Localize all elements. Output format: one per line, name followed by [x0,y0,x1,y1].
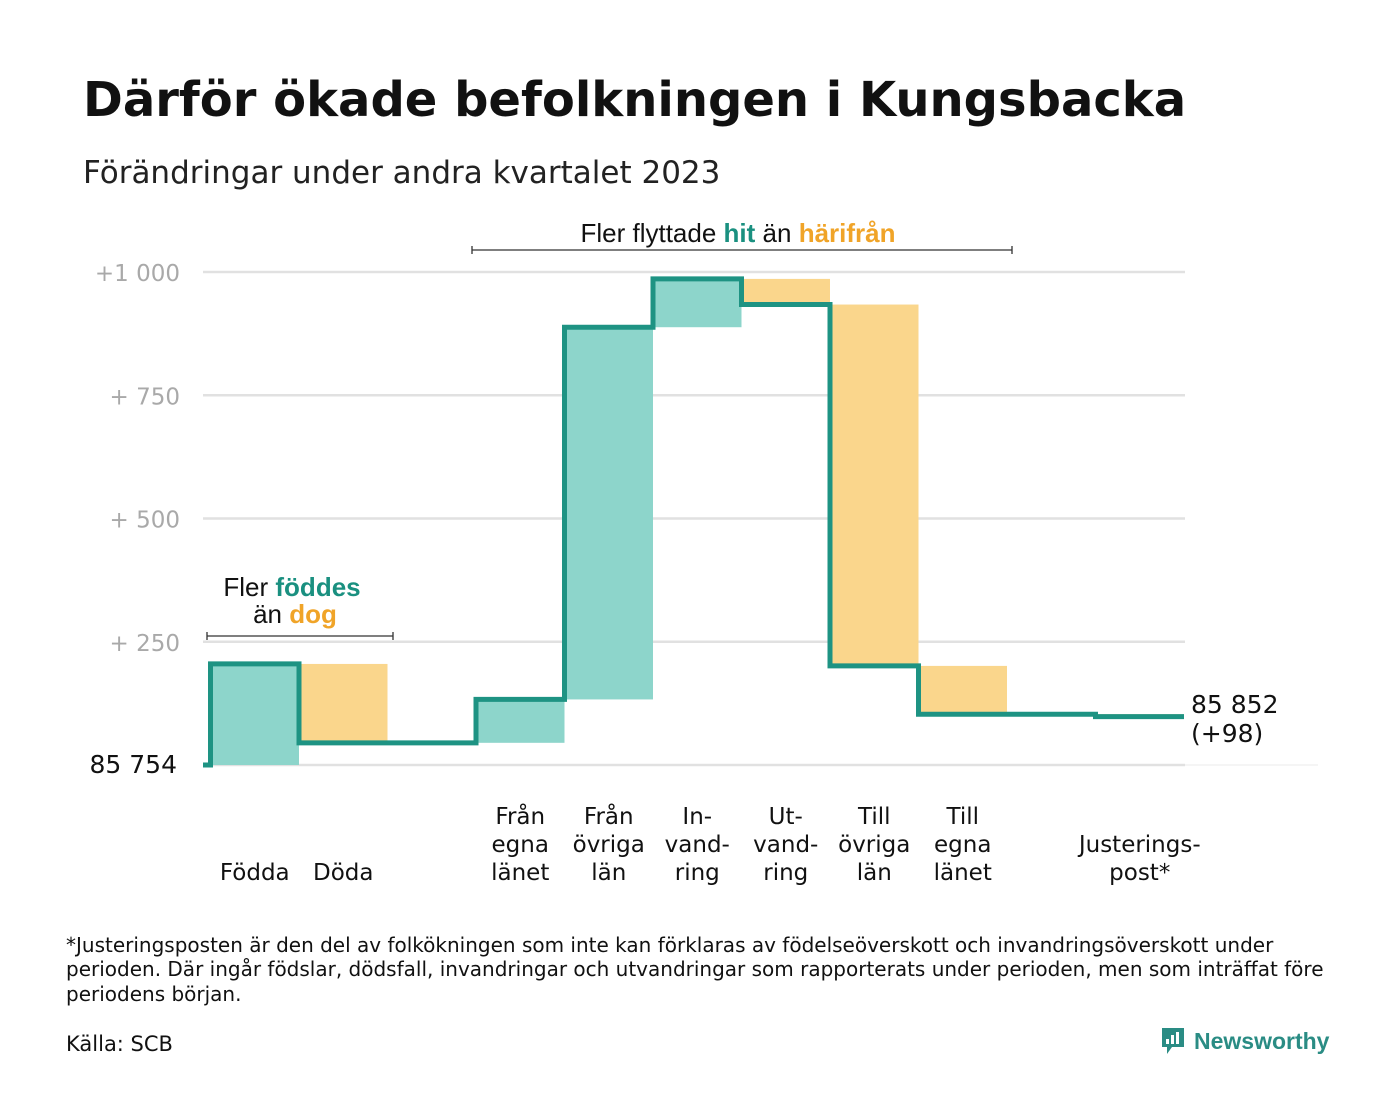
bar-ut-vandring [741,278,830,305]
births-annotation-teal: föddes [275,572,360,602]
y-tick-label: + 250 [110,631,180,657]
births-annotation-line2: än dog [253,599,337,629]
migration-annotation-teal: hit [724,218,756,248]
start-value-label: 85 754 [90,750,177,779]
y-axis-tick-labels: +1 000 + 750 + 500 + 250 [95,261,180,657]
births-annotation-prefix: Fler [223,572,268,602]
category-label: egna [934,832,991,858]
bar-från-egna-länet [476,699,565,743]
migration-annotation-middle: än [763,218,792,248]
category-label: Från [495,802,545,830]
bar-födda [210,663,299,765]
births-annotation-orange: dog [289,599,337,629]
category-label: vand- [665,832,730,858]
births-bracket [206,632,394,640]
category-label: län [591,860,626,886]
y-tick-label: + 750 [110,384,180,410]
migration-annotation-prefix: Fler flyttade [580,218,716,248]
category-label: Ut- [769,804,803,830]
migration-annotation-orange: härifrån [799,218,896,248]
category-label: In- [682,804,712,830]
bar-till-egna-länet [918,665,1007,715]
newsworthy-logo-icon [1162,1028,1184,1054]
footnote: *Justeringsposten är den del av folkökni… [66,933,1324,1006]
category-label: övriga [573,832,645,858]
gridlines [203,270,1318,767]
category-label: Justerings- [1077,832,1201,858]
category-label: länet [934,860,992,886]
category-label: Döda [313,860,373,886]
migration-bracket [471,246,1013,254]
chart-title: Därför ökade befolkningen i Kungsbacka [83,72,1187,128]
births-annotation: Fler föddes än dog [206,572,394,640]
waterfall-chart: +1 000+ 750+ 500+ 250 Födda DödaFrånegnal… [90,218,1318,886]
category-label: ring [763,860,808,886]
births-annotation-middle: än [253,599,282,629]
source-label: Källa: SCB [66,1032,173,1056]
newsworthy-logo: Newsworthy [1160,1026,1329,1056]
category-labels: Födda DödaFrånegnalänetFrånövrigalänIn-va… [220,802,1201,886]
end-value-label: 85 852 [1191,690,1278,719]
migration-annotation-text: Fler flyttade hit än härifrån [580,218,895,248]
y-tick-label: +1 000 [95,261,180,287]
bars [210,278,1184,765]
category-label: Från [584,802,634,830]
births-annotation-line1: Fler föddes [223,572,360,602]
category-label: övriga [838,832,910,858]
category-label: Till [857,804,891,830]
bar-från-övriga-län [564,327,653,700]
category-label: länet [491,860,549,886]
category-label: post* [1109,860,1170,886]
y-tick-label: + 500 [110,508,180,534]
category-label: Till [945,804,979,830]
category-label: egna [492,832,549,858]
end-change-label: (+98) [1191,719,1263,748]
bar-in-vandring [653,278,742,328]
migration-annotation: Fler flyttade hit än härifrån [471,218,1013,254]
bar-till-övriga-län [830,304,919,666]
newsworthy-logo-text: Newsworthy [1194,1027,1330,1054]
chart-subtitle: Förändringar under andra kvartalet 2023 [83,155,721,191]
cumulative-step-line [203,276,1184,768]
category-label: vand- [753,832,818,858]
category-label: län [857,860,892,886]
category-label: ring [675,860,720,886]
category-label: Födda [220,860,290,886]
bar-döda [299,663,388,743]
